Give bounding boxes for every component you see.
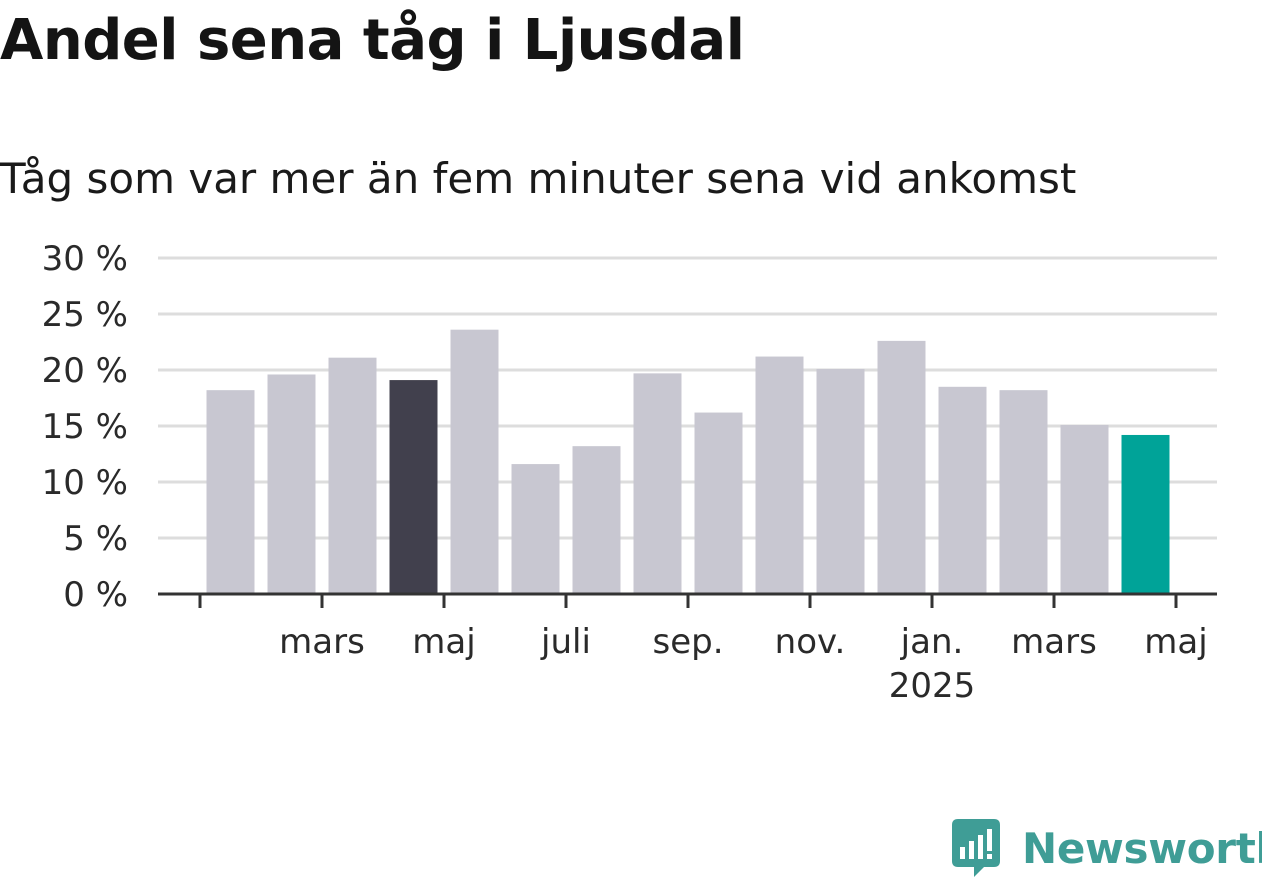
bar	[999, 390, 1048, 594]
x-tick-sublabel: 2025	[889, 666, 976, 706]
newsworthy-brand: Newsworthy	[950, 817, 1262, 879]
bar	[389, 380, 438, 594]
x-tick-label: mars	[279, 622, 365, 662]
brand-name: Newsworthy	[1022, 823, 1262, 873]
bar	[511, 464, 560, 594]
newsworthy-logo-icon	[952, 819, 1000, 877]
y-tick-label: 30 %	[42, 239, 128, 279]
bar	[572, 446, 621, 594]
x-axis-labels: mars maj juli sep. nov. jan.2025 mars maj	[279, 622, 1208, 706]
bar	[450, 329, 499, 594]
chart-title: Andel sena tåg i Ljusdal	[0, 8, 745, 73]
x-tick-label: juli	[540, 622, 591, 662]
bar	[938, 386, 987, 594]
y-tick-label: 5 %	[63, 519, 128, 559]
bar	[633, 373, 682, 594]
bar	[877, 340, 926, 594]
bar	[755, 356, 804, 594]
bar	[1060, 424, 1109, 594]
y-tick-label: 10 %	[42, 463, 128, 503]
x-tick-label: maj	[1144, 622, 1207, 662]
y-axis-labels: 0 % 5 % 10 % 15 % 20 % 25 % 30 %	[42, 239, 128, 615]
x-tick-label: sep.	[652, 622, 723, 662]
y-tick-label: 0 %	[63, 575, 128, 615]
chart-subtitle: Tåg som var mer än fem minuter sena vid …	[0, 154, 1077, 203]
y-tick-label: 15 %	[42, 407, 128, 447]
bars	[206, 329, 1170, 594]
y-tick-label: 25 %	[42, 295, 128, 335]
x-tick-label: maj	[412, 622, 475, 662]
x-tick-label: jan.	[900, 622, 964, 662]
x-tick-label: nov.	[775, 622, 846, 662]
bar	[1121, 434, 1170, 594]
x-tick-label: mars	[1011, 622, 1097, 662]
axes	[158, 592, 1217, 608]
gridlines	[158, 256, 1217, 540]
bar	[328, 357, 377, 594]
bar	[267, 374, 316, 594]
bar	[206, 390, 255, 594]
bar	[694, 412, 743, 594]
y-tick-label: 20 %	[42, 351, 128, 391]
bar	[816, 368, 865, 594]
